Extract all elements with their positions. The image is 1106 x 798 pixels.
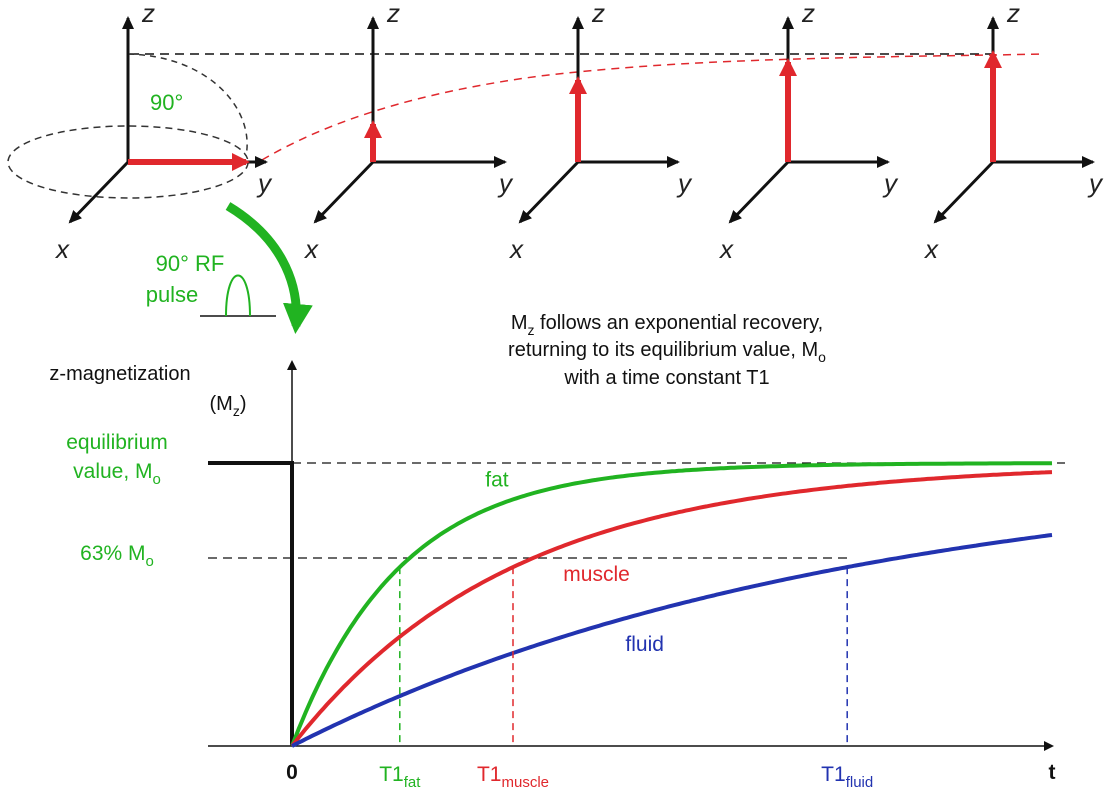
graph-ylabel-line1: z-magnetization: [49, 363, 190, 385]
pct63-label-sub: o: [146, 553, 154, 570]
y-axis-label: y: [256, 168, 273, 198]
graph-ylabel-line2-pre: (M: [210, 393, 233, 415]
equilibrium-label-sub: o: [153, 471, 161, 488]
note-line2-prefix: returning to its equilibrium value, M: [508, 339, 818, 361]
note-line1-rest: follows an exponential recovery,: [535, 312, 824, 334]
frame-5: z y x: [923, 0, 1104, 264]
red-dashed-recovery-curve: [261, 53, 1046, 161]
z-axis-label: z: [591, 0, 605, 28]
y-axis-label: y: [676, 168, 693, 198]
frame-1: z y x 90°: [7, 0, 273, 264]
graph-ylabel-line2-sub: z: [233, 403, 240, 419]
x-axis-label: x: [54, 234, 70, 264]
svg-text:returning to its equilibrium v: returning to its equilibrium value, Mo: [508, 339, 826, 365]
svg-text:Mz follows an exponential reco: Mz follows an exponential recovery,: [511, 312, 823, 338]
fluid-curve-label: fluid: [625, 633, 664, 656]
z-axis-label: z: [386, 0, 400, 28]
y-axis-label: y: [1087, 168, 1104, 198]
z-axis-label: z: [801, 0, 815, 28]
fat-curve-label: fat: [485, 469, 509, 492]
flip-angle-label: 90°: [150, 90, 183, 115]
rf-pulse-label-line1: 90° RF: [156, 251, 225, 276]
note-line1-prefix: M: [511, 312, 528, 334]
muscle-curve: [290, 470, 1053, 748]
t1-muscle-label: T1muscle: [477, 763, 549, 791]
note-line3: with a time constant T1: [563, 367, 769, 389]
frame-4: z y x: [718, 0, 899, 264]
frame-3: z y x: [508, 0, 693, 264]
rf-pulse-icon: [200, 274, 276, 317]
x-axis-label: x: [718, 234, 734, 264]
z-axis-label: z: [141, 0, 155, 28]
t1-fat-label: T1fat: [379, 763, 421, 791]
t1-labels: fat T1fat muscle T1muscle fluid T1fluid: [379, 469, 873, 791]
x-axis-label: x: [923, 234, 939, 264]
note-line1-sub: z: [528, 322, 535, 338]
rf-pulse-label-line2: pulse: [146, 282, 199, 307]
frame-2: z y x: [303, 0, 514, 264]
x-axis-label: x: [303, 234, 319, 264]
equilibrium-label-line1: equilibrium: [66, 431, 168, 454]
svg-text:(Mz): (Mz): [210, 393, 247, 419]
recovery-curves: [290, 461, 1053, 748]
t1-fluid-label: T1fluid: [821, 763, 873, 791]
origin-label: 0: [286, 761, 298, 784]
fluid-curve: [291, 533, 1053, 748]
y-axis-label: y: [497, 168, 514, 198]
pct63-label: 63% M: [80, 542, 145, 565]
z-axis-label: z: [1006, 0, 1020, 28]
fat-curve: [290, 461, 1053, 747]
recovery-note: Mz follows an exponential recovery, retu…: [508, 312, 826, 389]
equilibrium-label-line2: value, M: [73, 460, 152, 483]
graph-ylabel-line2-post: ): [240, 393, 247, 415]
x-axis-label: x: [508, 234, 524, 264]
y-axis-label: y: [882, 168, 899, 198]
rf-pulse-arrow: [225, 202, 313, 334]
svg-text:63% Mo: 63% Mo: [80, 542, 154, 570]
t1-drop-lines: [399, 567, 848, 746]
muscle-curve-label: muscle: [563, 563, 630, 586]
recovery-graph: fat T1fat muscle T1muscle fluid T1fluid z-mag…: [49, 360, 1065, 791]
note-line2-sub: o: [818, 349, 826, 365]
t-axis-label: t: [1049, 761, 1056, 784]
pre-pulse-magnetization: [208, 461, 294, 746]
svg-text:value, Mo: value, Mo: [73, 460, 161, 488]
flip-arc: [127, 53, 248, 157]
